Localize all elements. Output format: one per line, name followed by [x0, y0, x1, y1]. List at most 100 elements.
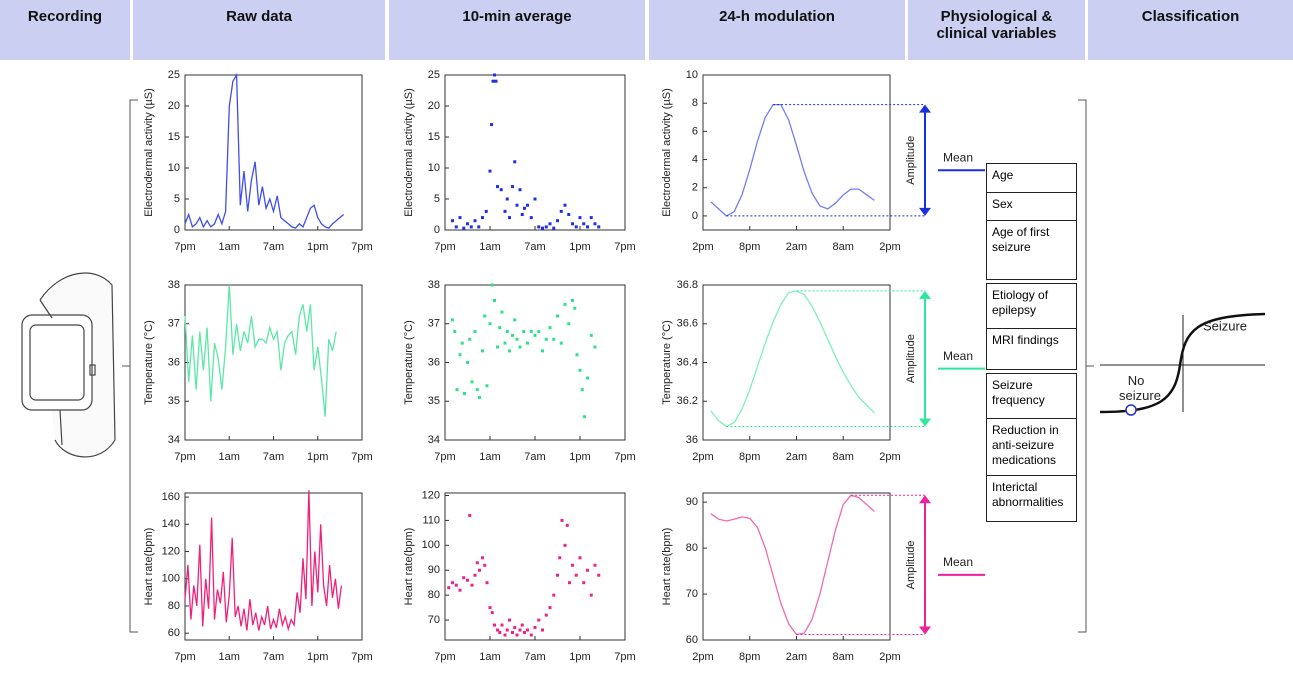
y-axis-label: Heart rate(bpm)	[143, 528, 155, 606]
data-point	[451, 318, 454, 322]
data-point	[454, 583, 458, 587]
x-tick-label: 8am	[833, 241, 854, 253]
data-point	[496, 345, 499, 349]
data-line	[710, 494, 875, 636]
data-point	[567, 322, 571, 326]
data-point	[500, 623, 504, 627]
y-axis-label: Temperature (°C)	[661, 320, 673, 404]
data-point	[490, 283, 494, 287]
amplitude-label: Amplitude	[905, 540, 917, 589]
y-axis-label: Electrodermal activity (µS)	[143, 88, 155, 217]
plot-frame	[184, 74, 363, 231]
y-axis-label: Electrodermal activity (µS)	[661, 88, 673, 217]
y-tick-label: 37	[428, 318, 440, 330]
y-tick-label: 100	[162, 573, 180, 585]
data-point	[475, 561, 479, 565]
data-point	[578, 556, 582, 560]
x-tick-label: 2pm	[879, 651, 900, 663]
data-point	[556, 573, 559, 577]
x-tick-label: 2pm	[692, 651, 713, 663]
data-point	[503, 633, 507, 637]
data-point	[518, 188, 522, 192]
data-point	[468, 337, 472, 341]
data-point	[488, 606, 492, 610]
data-point	[508, 216, 511, 220]
data-point	[493, 299, 496, 302]
data-point	[541, 349, 544, 353]
y-tick-label: 35	[168, 395, 180, 407]
y-axis-label: Heart rate(bpm)	[403, 528, 415, 606]
plot-frame	[184, 284, 363, 441]
data-line	[184, 72, 345, 229]
data-point	[518, 628, 522, 632]
data-point	[583, 415, 586, 419]
data-point	[447, 586, 451, 590]
x-tick-label: 1pm	[569, 241, 590, 253]
x-tick-label: 7am	[263, 451, 284, 463]
data-point	[574, 573, 578, 577]
data-point	[563, 543, 567, 547]
data-point	[556, 219, 559, 223]
data-point	[580, 388, 584, 392]
y-axis-label: Temperature (°C)	[403, 320, 415, 404]
x-tick-label: 1pm	[307, 651, 328, 663]
data-point	[593, 222, 597, 226]
data-point	[468, 513, 472, 517]
y-tick-label: 0	[434, 224, 440, 236]
data-point	[582, 581, 586, 585]
data-point	[470, 380, 474, 384]
y-tick-label: 0	[174, 224, 180, 236]
data-point	[541, 628, 544, 632]
data-point	[597, 225, 601, 229]
data-point	[481, 349, 484, 353]
data-point	[515, 203, 519, 207]
x-tick-label: 7pm	[174, 651, 195, 663]
header-cell: 10-min average	[389, 0, 645, 60]
data-point	[574, 225, 578, 229]
data-point	[593, 345, 597, 349]
data-point	[494, 79, 498, 83]
data-point	[537, 225, 541, 229]
data-point	[544, 613, 548, 617]
class-negative: No seizure	[1119, 373, 1161, 403]
data-point	[529, 633, 533, 637]
data-point	[451, 219, 454, 223]
variable-item: Sex	[986, 192, 1077, 221]
y-tick-label: 34	[168, 434, 180, 446]
data-point	[578, 216, 582, 220]
x-tick-label: 2am	[786, 451, 807, 463]
y-tick-label: 10	[428, 162, 440, 174]
data-point	[458, 216, 462, 220]
variable-item: Age	[986, 163, 1077, 193]
data-point	[498, 631, 502, 635]
variable-item: Age of first seizure	[986, 220, 1077, 280]
data-point	[586, 568, 589, 572]
y-tick-label: 80	[428, 589, 440, 601]
y-axis-label: Electrodermal activity (µS)	[403, 88, 415, 217]
data-point	[565, 523, 569, 527]
header-cell: Physiological & clinical variables	[908, 0, 1085, 60]
data-point	[496, 185, 499, 189]
data-point	[533, 626, 537, 630]
data-point	[473, 330, 477, 333]
x-tick-label: 7pm	[351, 651, 372, 663]
data-point	[597, 573, 601, 577]
header-cell: Raw data	[133, 0, 385, 60]
y-tick-label: 35	[428, 395, 440, 407]
variable-item: Reduction in anti-seizure medications	[986, 418, 1077, 476]
x-tick-label: 7pm	[434, 241, 455, 253]
y-tick-label: 38	[168, 279, 180, 291]
data-point	[475, 388, 479, 392]
y-tick-label: 0	[692, 210, 698, 222]
data-point	[559, 209, 563, 213]
y-tick-label: 38	[428, 279, 440, 291]
data-point	[513, 318, 517, 322]
data-point	[505, 197, 509, 201]
data-point	[483, 314, 487, 318]
y-tick-label: 10	[168, 162, 180, 174]
data-point	[490, 123, 493, 127]
x-tick-label: 1pm	[307, 241, 328, 253]
data-point	[548, 222, 552, 226]
data-point	[589, 333, 593, 337]
